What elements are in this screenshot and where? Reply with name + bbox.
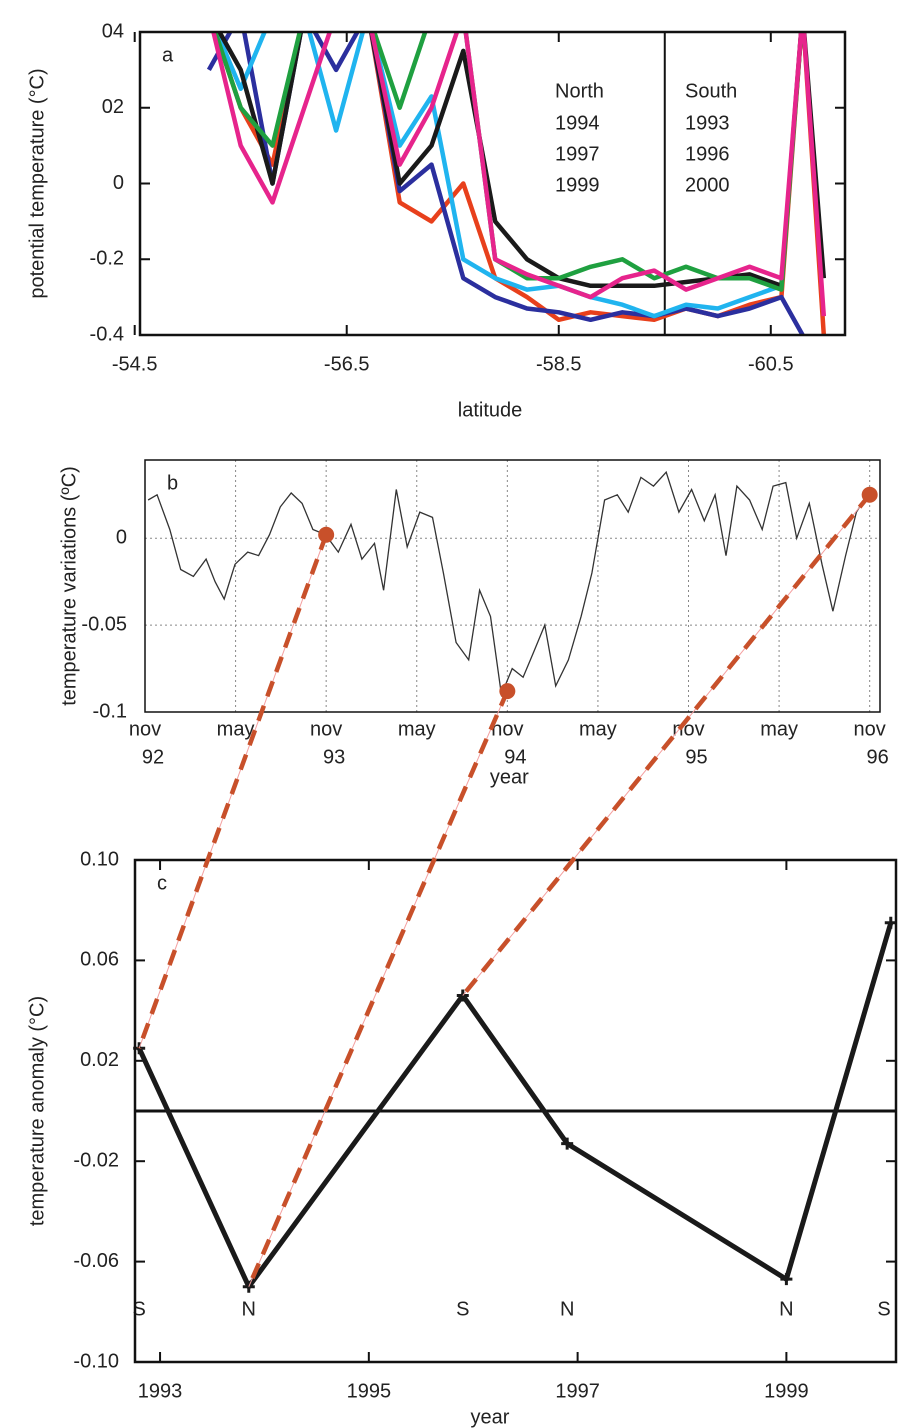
marker xyxy=(780,1273,793,1286)
connector xyxy=(246,690,510,1288)
y-tick-label: 0 xyxy=(113,172,124,194)
y-tick-label: -0.06 xyxy=(73,1250,119,1272)
x-tick-label: 1995 xyxy=(347,1380,392,1402)
series-line xyxy=(206,32,805,335)
y-tick-label: 0.06 xyxy=(80,949,119,971)
x-tick-label: nov xyxy=(854,718,886,740)
y-tick-label: 04 xyxy=(102,20,124,42)
x-axis-label: latitude xyxy=(458,399,523,421)
y-tick-label: 0.10 xyxy=(80,848,119,870)
legend-entry: 1996 xyxy=(685,143,730,165)
x-tick-label: may xyxy=(217,718,255,740)
x-tick-label: nov xyxy=(310,718,342,740)
point-label: N xyxy=(242,1298,256,1320)
y-tick-label: -0.1 xyxy=(93,700,127,722)
plot-frame xyxy=(138,30,847,337)
plot-frame xyxy=(144,459,881,713)
panel-label: c xyxy=(157,872,167,894)
x-axis-label: year xyxy=(490,766,529,788)
x-tick-label: -60.5 xyxy=(748,353,794,375)
connector xyxy=(137,533,329,1050)
x-axis-label: year xyxy=(471,1406,510,1428)
y-tick-label: -0.02 xyxy=(73,1149,119,1171)
y-tick-label: 0 xyxy=(116,526,127,548)
x-tick-label: 1999 xyxy=(764,1380,809,1402)
point-label: S xyxy=(456,1298,469,1320)
year-tick-label: 93 xyxy=(323,746,345,768)
y-tick-label: -0.05 xyxy=(81,613,127,635)
x-tick-label: nov xyxy=(672,718,704,740)
x-tick-label: may xyxy=(760,718,798,740)
panel-label: b xyxy=(167,472,178,494)
legend-entry: 1993 xyxy=(685,112,730,134)
legend-title: North xyxy=(555,80,604,102)
series-line xyxy=(136,922,894,1290)
y-tick-label: 0.02 xyxy=(80,1049,119,1071)
highlight-dot xyxy=(499,683,516,700)
legend-title: South xyxy=(685,80,737,102)
point-label: S xyxy=(877,1298,890,1320)
legend-entry: 1994 xyxy=(555,112,600,134)
plot-frame xyxy=(133,858,898,1364)
point-label: N xyxy=(560,1298,574,1320)
series-line xyxy=(212,32,827,335)
y-tick-label: -0.10 xyxy=(73,1350,119,1372)
marker xyxy=(456,989,469,1002)
legend-entry: 1997 xyxy=(555,143,600,165)
series-line xyxy=(211,32,827,317)
series-line xyxy=(216,32,827,289)
year-tick-label: 94 xyxy=(504,746,526,768)
x-tick-label: -54.5 xyxy=(112,353,158,375)
x-tick-label: nov xyxy=(491,718,523,740)
year-tick-label: 92 xyxy=(142,746,164,768)
x-tick-label: -58.5 xyxy=(536,353,582,375)
year-tick-label: 96 xyxy=(867,746,889,768)
y-axis-label: temperature variations (ºC) xyxy=(58,466,80,706)
x-tick-label: nov xyxy=(129,718,161,740)
x-tick-label: may xyxy=(579,718,617,740)
series-line xyxy=(214,32,783,319)
highlight-dot xyxy=(861,486,878,503)
y-tick-label: 02 xyxy=(102,96,124,118)
x-tick-label: may xyxy=(398,718,436,740)
y-axis-label: potential temperature (°C) xyxy=(26,68,48,298)
legend-entry: 2000 xyxy=(685,174,730,196)
y-tick-label: -0.2 xyxy=(90,248,124,270)
highlight-dot xyxy=(318,526,335,543)
y-axis-label: temperature anomaly (°C) xyxy=(26,996,48,1226)
x-tick-label: 1993 xyxy=(138,1380,183,1402)
year-tick-label: 95 xyxy=(685,746,707,768)
legend-entry: 1999 xyxy=(555,174,600,196)
x-tick-label: -56.5 xyxy=(324,353,370,375)
panel-label: a xyxy=(162,44,174,66)
y-tick-label: -0.4 xyxy=(90,323,124,345)
marker xyxy=(561,1137,574,1150)
point-label: N xyxy=(779,1298,793,1320)
x-tick-label: 1997 xyxy=(555,1380,600,1402)
connector xyxy=(461,493,872,997)
